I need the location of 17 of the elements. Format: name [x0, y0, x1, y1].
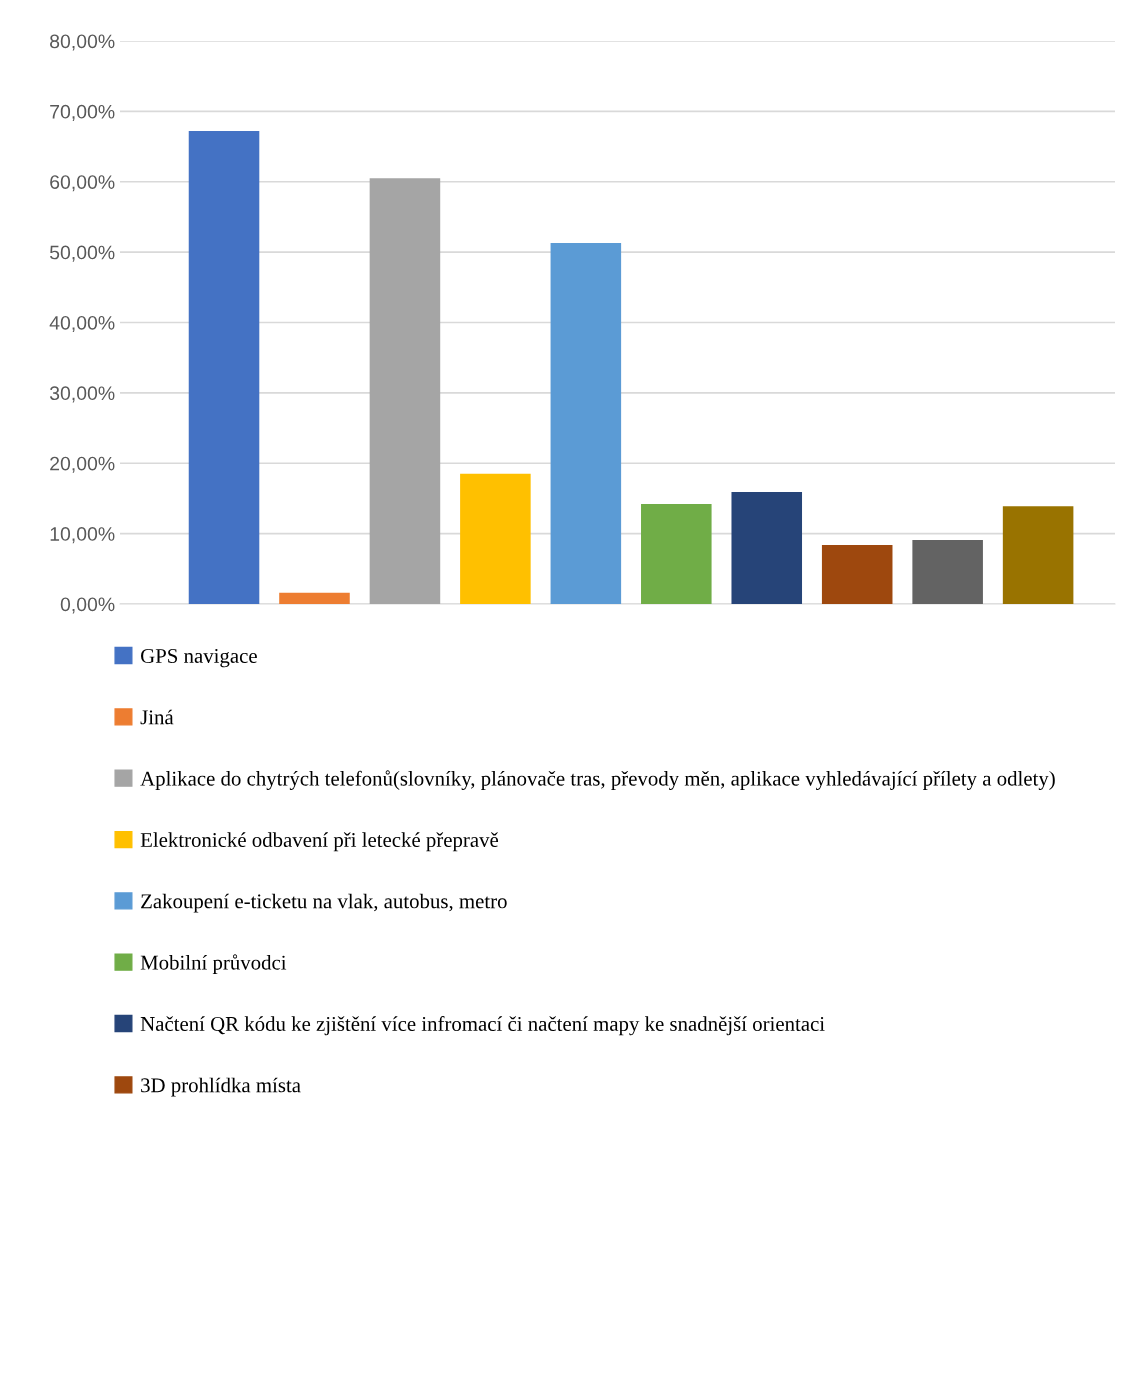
- legend-label: GPS navigace: [141, 648, 257, 668]
- y-tick-label: 10,00%: [50, 527, 115, 544]
- y-tick-label: 60,00%: [50, 175, 115, 192]
- legend-label: Elektronické odbavení při letecké přepravě: [140, 832, 499, 852]
- y-tick-label: 30,00%: [49, 386, 115, 403]
- legend-label: Jiná: [140, 709, 174, 725]
- y-tick-label: 70,00%: [50, 104, 115, 121]
- legend-label: 3D prohlídka místa: [141, 1077, 301, 1097]
- y-tick-label: 40,00%: [49, 315, 115, 333]
- legend-label: Mobilní průvodci: [140, 954, 287, 974]
- legend-label: Aplikace do chytrých telefonů(slovníky, plánovače tras, převody měn, aplikace vyhledávající přílety a odlety): [140, 770, 1055, 790]
- legend-label: Zakoupení e-ticketu na vlak, autobus, metro: [141, 893, 507, 913]
- y-tick-label: 50,00%: [49, 245, 115, 262]
- y-tick-label: 20,00%: [50, 456, 115, 473]
- y-tick-label: 80,00%: [50, 34, 115, 51]
- y-tick-label: 0,00%: [60, 597, 115, 614]
- legend-label: Načtení QR kódu ke zjištění více infromací či načtení mapy ke snadnější orientaci: [140, 1016, 825, 1036]
